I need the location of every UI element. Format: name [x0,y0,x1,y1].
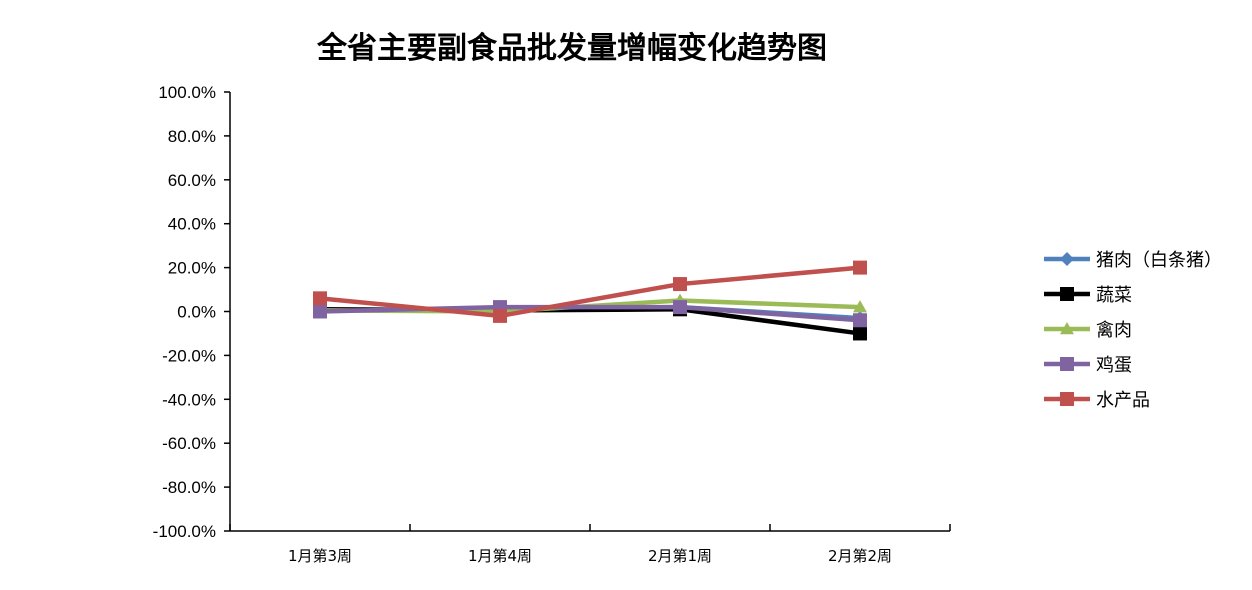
data-point [1060,252,1074,266]
y-tick-label: -60.0% [162,434,216,453]
data-point [1060,287,1074,301]
series-layer [313,260,867,341]
legend-item: 猪肉（白条猪） [1044,250,1222,271]
axes: 100.0% 80.0% 60.0% 40.0% 20.0% 0.0% -20.0% -40.… [153,83,951,565]
y-tick-label: 0.0% [177,303,216,322]
legend-item: 鸡蛋 [1044,355,1132,376]
legend-item: 蔬菜 [1044,285,1132,306]
legend-label: 鸡蛋 [1096,355,1132,376]
x-tick-label: 1月第4周 [468,547,532,565]
y-tick-label: -20.0% [162,346,216,365]
x-tick-label: 2月第2周 [828,547,892,565]
legend-item: 禽肉 [1044,320,1132,341]
y-tick-label: 40.0% [168,215,216,234]
data-point [853,300,867,313]
y-tick-label: -100.0% [153,522,216,541]
y-tick-label: 80.0% [168,127,216,146]
y-tick-label: -40.0% [162,390,216,409]
data-point [673,300,687,315]
y-tick-label: 20.0% [168,259,216,278]
data-point [493,308,507,323]
data-point [1060,357,1074,371]
data-point [673,277,687,292]
legend-item: 水产品 [1044,390,1150,411]
legend-label: 蔬菜 [1096,285,1132,306]
data-point [853,313,867,328]
legend-label: 水产品 [1096,390,1150,411]
series-line [319,265,861,319]
data-point [1060,322,1074,335]
y-tick-label: -80.0% [162,478,216,497]
series-line [319,304,861,323]
x-tick-label: 1月第3周 [288,547,352,565]
data-point [853,326,867,341]
y-tick-label: 60.0% [168,171,216,190]
x-tick-label: 2月第1周 [648,547,712,565]
data-point [1060,392,1074,406]
data-point [313,291,327,306]
chart-title: 全省主要副食品批发量增幅变化趋势图 [316,31,827,66]
data-point [853,260,867,275]
series [313,260,867,323]
legend-label: 禽肉 [1096,320,1132,341]
y-tick-label: 100.0% [158,83,216,102]
data-point [313,304,327,319]
legend-label: 猪肉（白条猪） [1096,250,1222,271]
